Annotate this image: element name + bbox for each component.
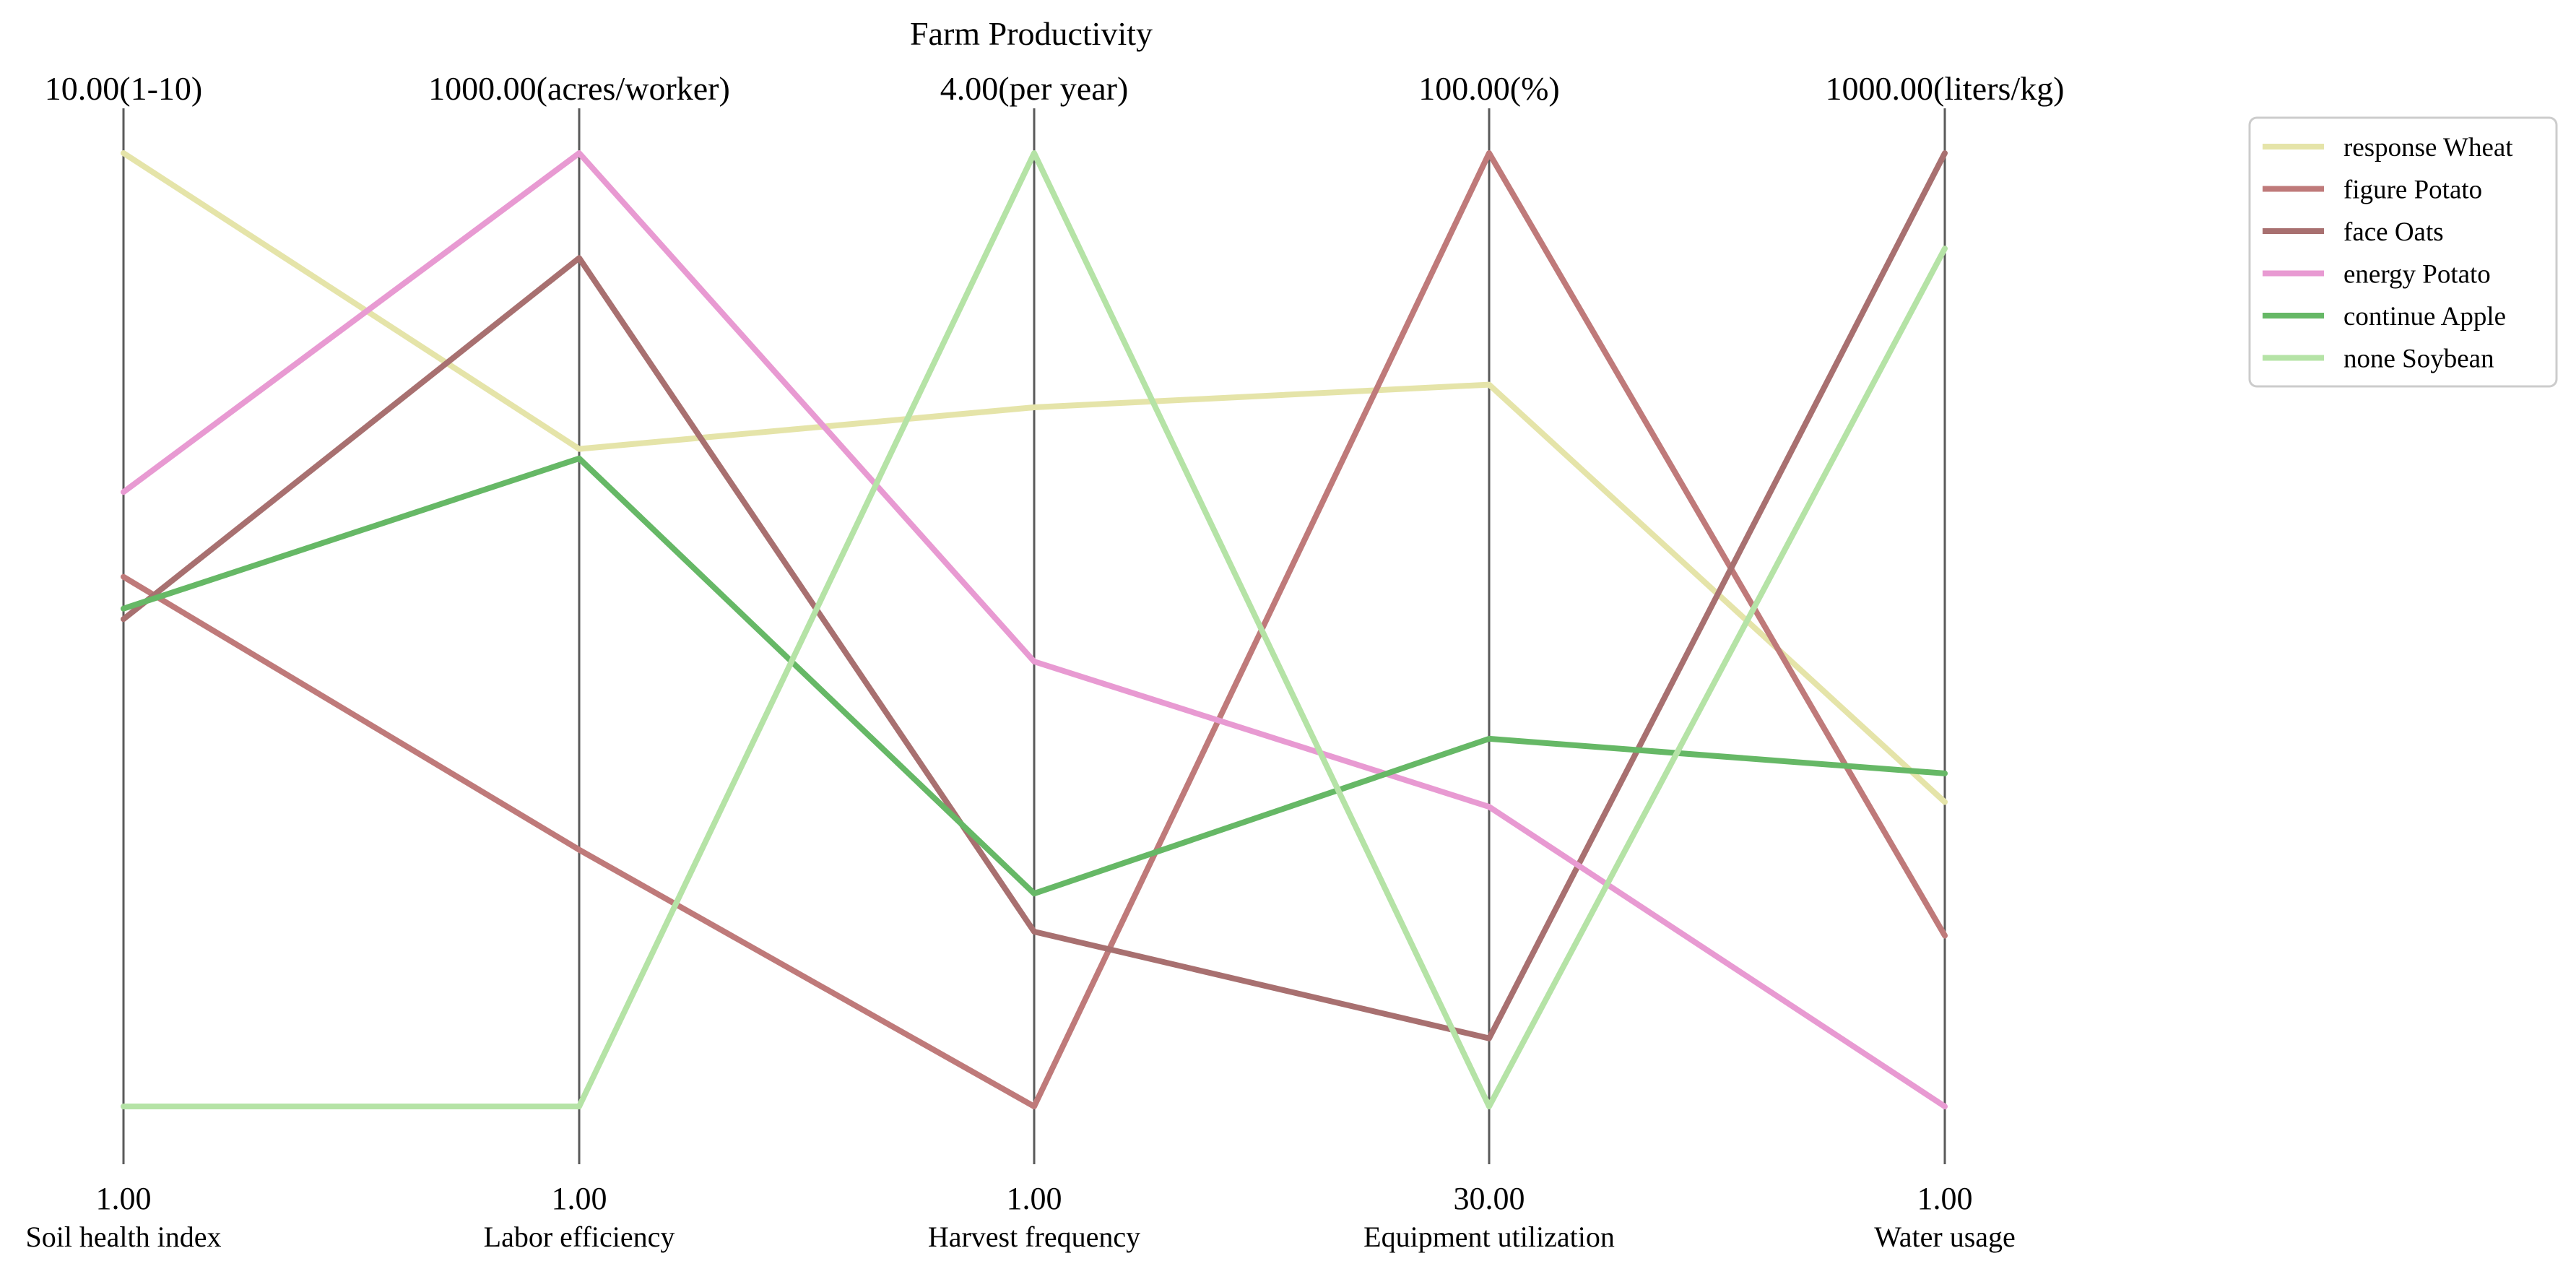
axis-min-label-labor-efficiency: 1.00 [552,1181,607,1216]
axis-max-label-soil-health-index: 10.00(1-10) [45,70,202,107]
legend-label-face-oats: face Oats [2343,217,2444,247]
axis-max-label-labor-efficiency: 1000.00(acres/worker) [428,70,730,107]
series-line-energy-potato [121,150,1948,1109]
axis-min-label-equipment-utilization: 30.00 [1454,1181,1525,1216]
axis-max-label-harvest-frequency: 4.00(per year) [940,70,1129,107]
axis-name-harvest-frequency: Harvest frequency [928,1221,1140,1253]
legend-label-continue-apple: continue Apple [2343,302,2506,332]
series-line-response-wheat [121,150,1948,805]
legend-label-response-wheat: response Wheat [2343,133,2513,162]
axis-name-labor-efficiency: Labor efficiency [484,1221,675,1253]
axis-name-water-usage: Water usage [1874,1221,2016,1253]
axis-name-equipment-utilization: Equipment utilization [1363,1221,1615,1253]
axis-max-label-water-usage: 1000.00(liters/kg) [1826,70,2065,107]
series-line-none-soybean [121,150,1948,1109]
legend-label-none-soybean: none Soybean [2343,344,2494,374]
legend-items: response Wheat figure Potato face Oats ener… [2263,133,2513,374]
legend: response Wheat figure Potato face Oats ener… [2248,116,2558,388]
legend-label-figure-potato: figure Potato [2343,176,2482,205]
axis-min-label-soil-health-index: 1.00 [96,1181,152,1216]
series-group [121,150,1948,1109]
chart-title: Farm Productivity [910,15,1153,52]
axis-min-label-harvest-frequency: 1.00 [1007,1181,1062,1216]
axes-group: 10.00(1-10) 1.00 Soil health index 1000.00(… [25,70,2064,1253]
legend-box [2248,116,2558,388]
axis-min-label-water-usage: 1.00 [1917,1181,1973,1216]
series-line-continue-apple [121,455,1948,897]
series-line-face-oats [121,150,1948,1041]
series-line-figure-potato [121,150,1948,1109]
legend-label-energy-potato: energy Potato [2343,260,2491,290]
axis-name-soil-health-index: Soil health index [25,1221,221,1253]
axis-max-label-equipment-utilization: 100.00(%) [1418,70,1559,107]
